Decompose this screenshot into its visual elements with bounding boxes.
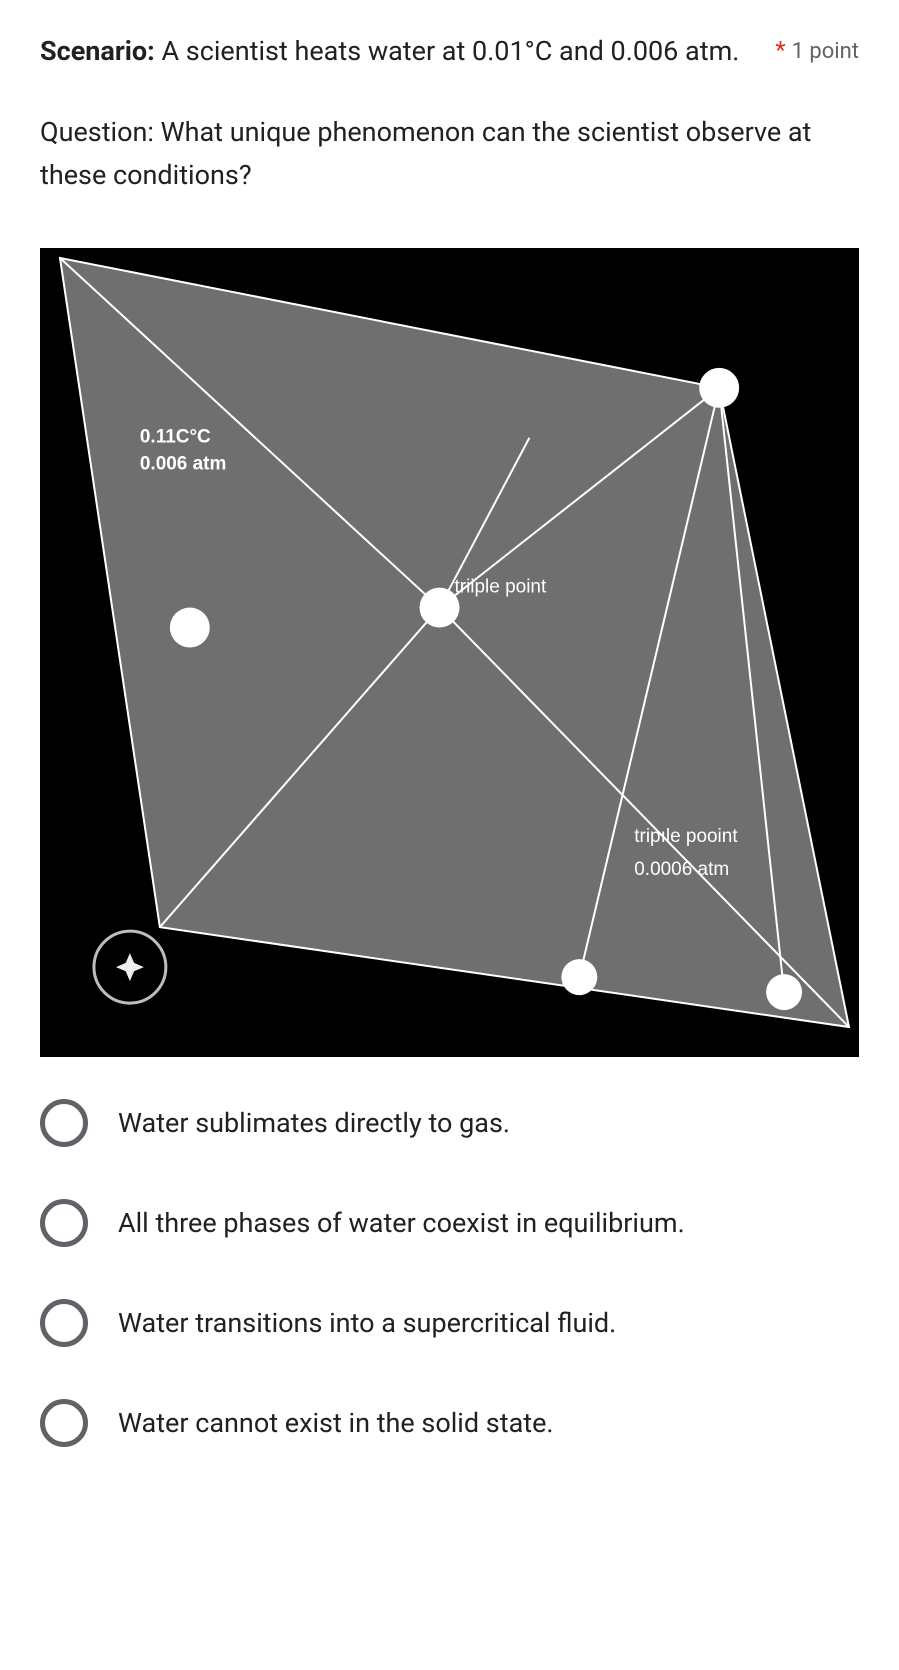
points-indicator: * 1 point [775,30,859,64]
svg-text:0.11C°C: 0.11C°C [140,426,211,447]
radio-icon [40,1199,88,1247]
option-0[interactable]: Water sublimates directly to gas. [40,1099,859,1147]
option-3[interactable]: Water cannot exist in the solid state. [40,1399,859,1447]
question-header: Scenario: A scientist heats water at 0.0… [40,30,859,73]
svg-text:tripıle pooint: tripıle pooint [634,826,738,847]
diagram-svg: 0.11C°C 0.006 atm triiple point tripıle poo… [40,248,859,1057]
question-body: What unique phenomenon can the scientist… [40,116,811,191]
svg-text:0.0006 atm: 0.0006 atm [634,859,729,880]
points-text: 1 point [792,39,859,64]
option-1[interactable]: All three phases of water coexist in equ… [40,1199,859,1247]
scenario-label: Scenario: [40,35,155,67]
option-2[interactable]: Water transitions into a supercritical f… [40,1299,859,1347]
question-text: Question: What unique phenomenon can the… [40,111,859,197]
svg-text:0.006 atm: 0.006 atm [140,453,226,474]
radio-icon [40,1399,88,1447]
svg-text:triiple point: triiple point [454,576,546,597]
radio-icon [40,1299,88,1347]
radio-icon [40,1099,88,1147]
scenario-text: Scenario: A scientist heats water at 0.0… [40,30,775,73]
option-label: Water cannot exist in the solid state. [118,1407,554,1439]
phase-diagram: 0.11C°C 0.006 atm triiple point tripıle poo… [40,248,859,1057]
option-label: All three phases of water coexist in equ… [118,1207,685,1239]
option-label: Water transitions into a supercritical f… [118,1307,616,1339]
required-asterisk: * [775,36,785,64]
answer-options: Water sublimates directly to gas. All th… [40,1099,859,1447]
scenario-body: A scientist heats water at 0.01°C and 0.… [155,35,740,67]
option-label: Water sublimates directly to gas. [118,1107,510,1139]
question-label: Question: [40,116,154,148]
